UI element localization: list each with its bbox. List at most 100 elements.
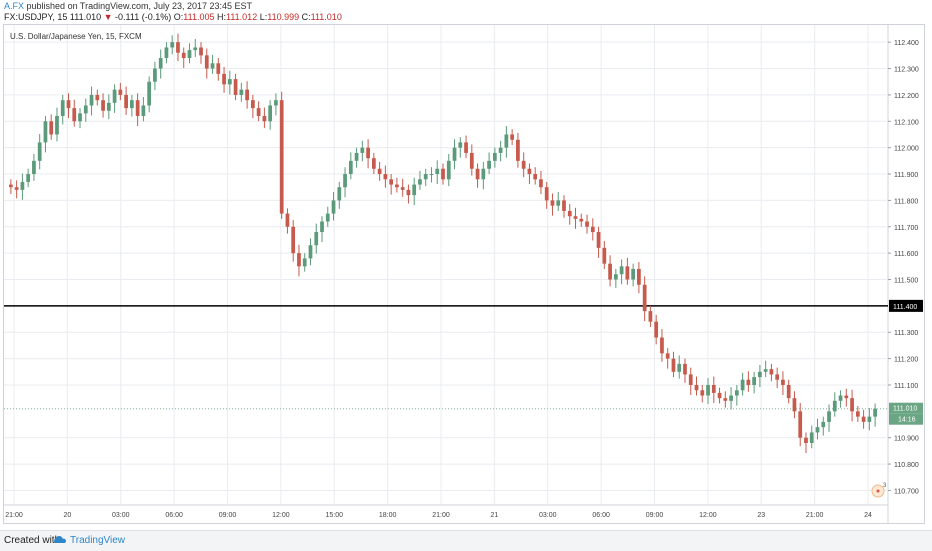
candle-down (256, 108, 261, 117)
level-price-tag (889, 299, 923, 312)
candle-up (193, 47, 198, 51)
author-link[interactable]: A.FX (4, 1, 25, 11)
candle-down (579, 218, 584, 222)
candle-up (429, 174, 434, 176)
candle-down (775, 374, 780, 380)
candle-down (199, 47, 203, 56)
candle-down (654, 321, 659, 338)
candle-up (677, 363, 682, 372)
down-arrow-icon: ▼ (103, 12, 113, 22)
time-tick-label: 09:00 (646, 512, 664, 519)
candle-down (660, 337, 664, 354)
candle-up (325, 213, 330, 222)
price-tick-label: 112.300 (894, 67, 919, 74)
candle-down (510, 134, 515, 140)
candle-up (153, 68, 157, 82)
candle-up (141, 105, 146, 117)
footer-bar: Created with TradingView (0, 530, 932, 551)
price-tick-label: 111.700 (894, 225, 918, 232)
candle-up (239, 89, 244, 95)
candle-up (227, 79, 232, 85)
candle-down (216, 63, 221, 74)
candle-up (832, 400, 837, 412)
candle-down (648, 311, 653, 322)
candle-up (867, 416, 872, 422)
candle-down (562, 200, 566, 211)
candle-down (464, 142, 468, 153)
alert-badge-dot (876, 489, 880, 493)
candle-up (20, 181, 25, 190)
candle-down (135, 100, 140, 117)
candle-up (130, 100, 134, 109)
candle-down (585, 221, 589, 227)
candle-up (418, 179, 422, 185)
candle-down (366, 147, 370, 159)
candle-down (297, 253, 301, 267)
open-value: 111.005 (183, 12, 215, 22)
candle-down (72, 108, 77, 122)
candle-up (147, 81, 152, 106)
chart-header: A.FX published on TradingView.com, July … (0, 0, 932, 22)
candle-up (89, 94, 94, 106)
price-tick-label: 110.900 (894, 436, 919, 443)
candle-down (9, 184, 13, 188)
candle-down (688, 374, 693, 385)
open-label: O: (173, 12, 184, 22)
last-price: 111.010 (69, 12, 102, 22)
candle-down (711, 384, 716, 393)
candle-down (527, 168, 532, 175)
candle-up (106, 102, 111, 111)
candle-down (233, 79, 238, 95)
price-tick-label: 111.200 (894, 357, 918, 364)
low-label: L: (259, 12, 268, 22)
low-value: 110.999 (267, 12, 300, 22)
candle-down (533, 174, 538, 180)
candle-up (337, 187, 342, 201)
time-tick-label: 23 (757, 512, 765, 519)
countdown-label: 14:16 (898, 417, 916, 424)
alert-badge-count: 3 (883, 483, 887, 489)
candle-up (435, 168, 440, 175)
candle-down (596, 232, 601, 248)
candle-down (101, 100, 105, 111)
candle-up (314, 232, 319, 246)
price-tick-label: 110.800 (894, 462, 919, 469)
chart-pane[interactable]: 112.500112.400112.300112.200112.100112.0… (3, 24, 925, 524)
candle-down (516, 139, 520, 161)
time-tick-label: 03:00 (539, 512, 557, 519)
candle-up (412, 184, 417, 196)
candle-down (521, 160, 526, 169)
candle-down (781, 379, 785, 385)
tradingview-brand-link[interactable]: TradingView (70, 535, 126, 546)
candle-down (279, 100, 284, 214)
candle-up (331, 200, 336, 214)
candle-down (665, 353, 670, 359)
price-tick-label: 111.100 (894, 383, 918, 390)
close-label: C: (301, 12, 311, 22)
candle-up (763, 369, 768, 372)
time-tick-label: 21:00 (432, 512, 450, 519)
candle-up (556, 200, 561, 206)
candle-up (452, 147, 457, 161)
candle-down (118, 89, 123, 95)
candle-up (274, 100, 278, 106)
candle-up (729, 395, 733, 401)
chart-title: U.S. Dollar/Japanese Yen, 15, FXCM (10, 32, 142, 41)
price-chart[interactable]: 112.500112.400112.300112.200112.100112.0… (4, 25, 924, 523)
candle-down (798, 411, 803, 438)
time-tick-label: 09:00 (219, 512, 237, 519)
candle-up (706, 384, 710, 396)
candle-up (348, 160, 353, 175)
candle-down (406, 189, 411, 196)
candle-up (487, 160, 491, 169)
candle-up (78, 113, 82, 122)
candle-up (481, 168, 486, 180)
candle-down (671, 358, 676, 372)
time-tick-label: 24 (864, 512, 872, 519)
candle-down (608, 263, 612, 280)
time-tick-label: 21 (490, 512, 498, 519)
candle-down (637, 268, 641, 285)
candle-down (844, 395, 849, 399)
time-tick-label: 06:00 (165, 512, 183, 519)
price-tick-label: 112.000 (894, 146, 919, 153)
